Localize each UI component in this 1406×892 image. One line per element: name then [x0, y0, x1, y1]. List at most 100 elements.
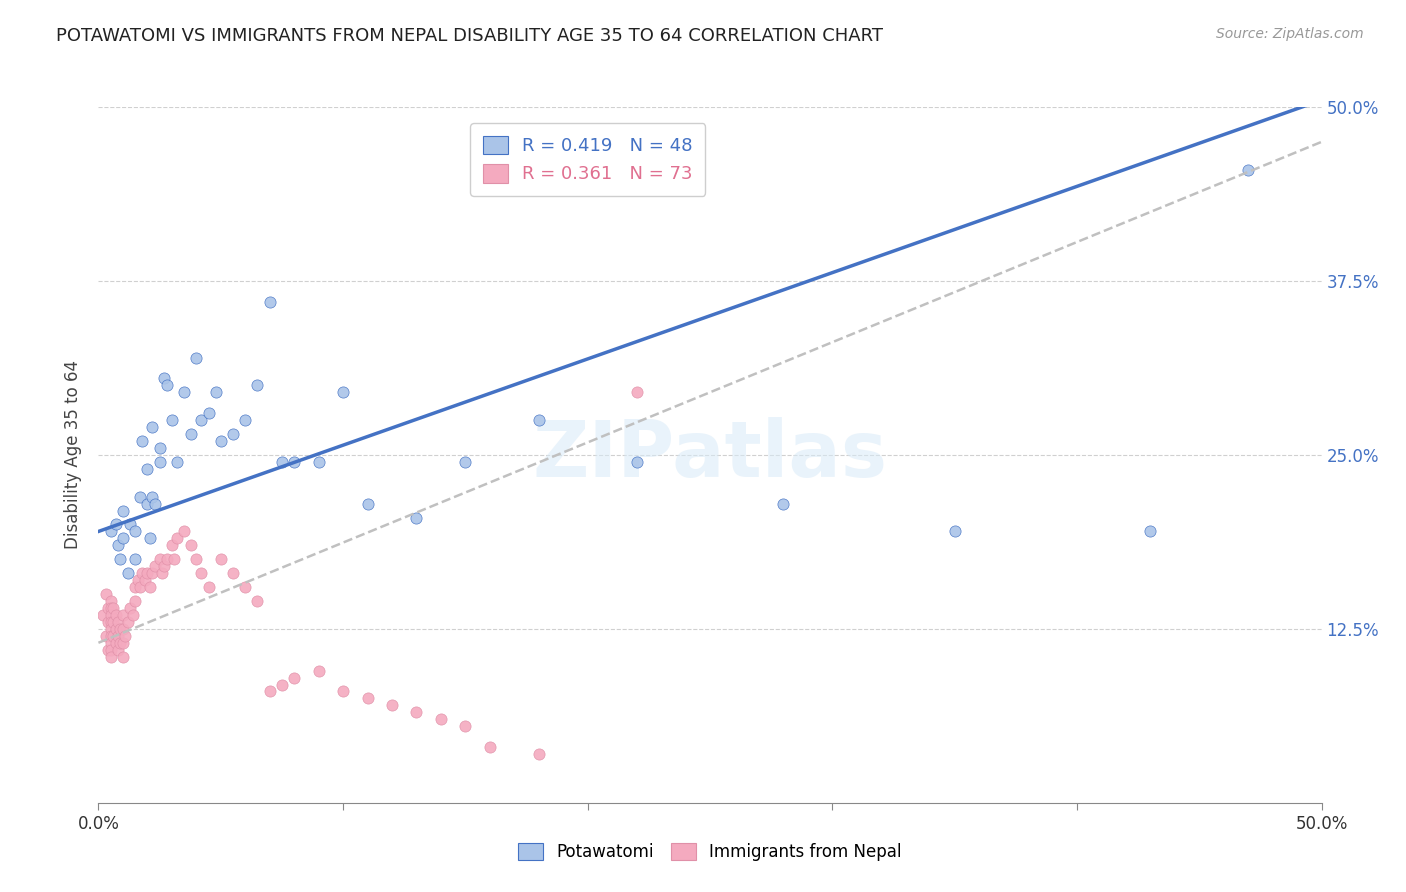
Point [626, 385, 648, 400]
Point [233, 580, 256, 594]
Point [94, 587, 117, 601]
Point [110, 552, 132, 566]
Point [100, 601, 122, 615]
Point [772, 497, 794, 511]
Point [283, 671, 305, 685]
Point [197, 406, 219, 420]
Point [121, 607, 143, 622]
Point [131, 434, 153, 448]
Point [94, 629, 117, 643]
Point [149, 552, 172, 566]
Text: ZIPatlas: ZIPatlas [533, 417, 887, 493]
Point [233, 413, 256, 427]
Point [120, 601, 142, 615]
Point [136, 497, 159, 511]
Point [160, 413, 183, 427]
Point [160, 538, 183, 552]
Point [127, 573, 149, 587]
Point [141, 420, 163, 434]
Legend: Potawatomi, Immigrants from Nepal: Potawatomi, Immigrants from Nepal [509, 833, 911, 871]
Point [205, 385, 228, 400]
Point [111, 532, 134, 546]
Point [626, 455, 648, 469]
Point [91, 607, 114, 622]
Point [139, 532, 162, 546]
Point [454, 455, 477, 469]
Point [143, 497, 166, 511]
Point [270, 455, 294, 469]
Point [156, 378, 179, 392]
Point [430, 712, 453, 726]
Point [166, 532, 188, 546]
Point [111, 607, 134, 622]
Point [100, 629, 122, 643]
Point [141, 566, 163, 581]
Point [405, 706, 427, 720]
Point [97, 601, 120, 615]
Point [136, 462, 159, 476]
Point [149, 455, 172, 469]
Point [283, 455, 305, 469]
Point [114, 629, 136, 643]
Point [259, 294, 281, 309]
Point [100, 642, 122, 657]
Point [141, 490, 163, 504]
Point [180, 427, 202, 442]
Point [100, 607, 122, 622]
Point [134, 573, 156, 587]
Point [111, 649, 134, 664]
Point [104, 517, 127, 532]
Point [107, 538, 129, 552]
Text: Source: ZipAtlas.com: Source: ZipAtlas.com [1216, 27, 1364, 41]
Point [117, 615, 139, 629]
Point [405, 510, 427, 524]
Text: POTAWATOMI VS IMMIGRANTS FROM NEPAL DISABILITY AGE 35 TO 64 CORRELATION CHART: POTAWATOMI VS IMMIGRANTS FROM NEPAL DISA… [56, 27, 883, 45]
Point [943, 524, 966, 539]
Point [356, 691, 378, 706]
Point [124, 580, 146, 594]
Point [100, 622, 122, 636]
Point [222, 566, 245, 581]
Point [101, 601, 124, 615]
Point [100, 524, 122, 539]
Point [270, 677, 294, 691]
Point [381, 698, 404, 713]
Point [190, 566, 212, 581]
Point [117, 566, 139, 581]
Point [136, 566, 159, 581]
Point [104, 636, 127, 650]
Point [124, 524, 146, 539]
Point [97, 642, 120, 657]
Point [259, 684, 281, 698]
Point [209, 434, 232, 448]
Point [111, 636, 134, 650]
Point [124, 594, 146, 608]
Point [166, 455, 188, 469]
Point [104, 607, 127, 622]
Point [246, 378, 269, 392]
Point [527, 747, 550, 761]
Point [246, 594, 269, 608]
Point [100, 636, 122, 650]
Point [478, 740, 501, 755]
Point [97, 615, 120, 629]
Point [107, 629, 129, 643]
Point [173, 524, 195, 539]
Point [1237, 162, 1260, 177]
Point [1139, 524, 1161, 539]
Point [110, 622, 132, 636]
Point [107, 642, 129, 657]
Point [186, 351, 208, 365]
Point [186, 552, 208, 566]
Point [129, 580, 152, 594]
Point [150, 566, 173, 581]
Point [100, 615, 122, 629]
Point [356, 497, 378, 511]
Point [222, 427, 245, 442]
Point [111, 622, 134, 636]
Point [100, 649, 122, 664]
Point [101, 629, 124, 643]
Point [173, 385, 195, 400]
Point [139, 580, 162, 594]
Point [101, 615, 124, 629]
